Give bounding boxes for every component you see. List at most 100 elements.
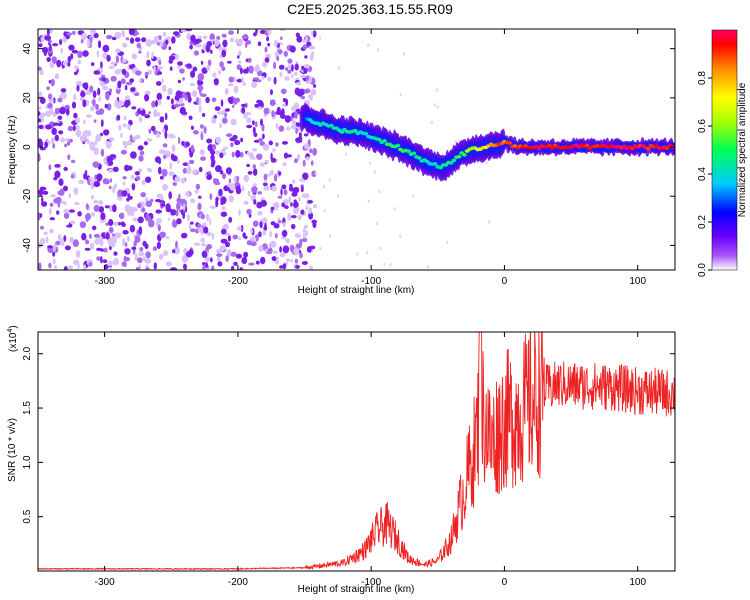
noise-speckle <box>115 48 121 53</box>
noise-speckle <box>131 183 136 191</box>
noise-speckle <box>298 196 301 202</box>
faint-speck <box>373 170 376 174</box>
noise-speckle <box>116 114 121 121</box>
noise-speckle <box>145 251 151 259</box>
noise-speckle <box>79 135 87 142</box>
noise-speckle <box>75 129 82 137</box>
noise-speckle <box>277 195 283 199</box>
noise-speckle <box>118 100 125 107</box>
noise-speckle <box>46 57 51 62</box>
noise-speckle <box>96 256 101 261</box>
track-core <box>550 146 555 150</box>
noise-speckle <box>129 224 136 233</box>
noise-speckle <box>261 76 265 80</box>
noise-speckle <box>246 124 253 129</box>
noise-speckle <box>162 128 166 134</box>
noise-speckle <box>136 42 142 49</box>
noise-speckle <box>64 143 68 148</box>
noise-speckle <box>221 49 227 58</box>
noise-speckle <box>306 246 312 253</box>
noise-speckle <box>200 237 205 243</box>
faint-speck <box>322 184 325 188</box>
noise-speckle <box>223 146 229 150</box>
noise-speckle <box>264 46 268 53</box>
noise-speckle <box>237 38 243 46</box>
noise-speckle <box>282 245 290 254</box>
noise-speckle <box>250 241 257 247</box>
noise-speckle <box>254 121 258 128</box>
noise-speckle <box>177 91 183 95</box>
noise-speckle <box>221 206 226 211</box>
noise-speckle <box>111 36 117 41</box>
noise-speckle <box>77 50 83 59</box>
noise-speckle <box>213 78 219 86</box>
noise-speckle <box>308 45 316 50</box>
noise-speckle <box>108 185 112 190</box>
noise-speckle <box>170 98 174 105</box>
noise-speckle <box>100 61 103 69</box>
noise-speckle <box>41 201 48 207</box>
noise-speckle <box>139 150 145 156</box>
faint-speck <box>376 222 379 226</box>
noise-speckle <box>233 261 238 266</box>
noise-speckle <box>288 186 294 192</box>
noise-speckle <box>176 202 181 211</box>
noise-speckle <box>137 145 144 151</box>
noise-speckle <box>211 232 215 240</box>
noise-speckle <box>272 201 280 209</box>
noise-speckle <box>249 152 254 160</box>
noise-speckle <box>275 257 279 262</box>
noise-speckle <box>73 71 78 76</box>
noise-speckle <box>205 262 208 269</box>
noise-speckle <box>85 239 90 245</box>
noise-speckle <box>270 209 274 214</box>
noise-speckle <box>262 61 268 68</box>
noise-speckle <box>88 262 93 267</box>
noise-speckle <box>57 115 63 121</box>
y-tick-label: 1.5 <box>22 401 33 415</box>
noise-speckle <box>241 35 249 40</box>
noise-speckle <box>68 138 73 143</box>
noise-speckle <box>90 62 95 66</box>
noise-speckle <box>105 140 112 149</box>
noise-speckle <box>255 260 260 265</box>
noise-speckle <box>113 251 118 256</box>
noise-speckle <box>285 154 293 158</box>
noise-speckle <box>108 219 114 226</box>
noise-speckle <box>231 151 235 158</box>
noise-speckle <box>131 53 138 60</box>
noise-speckle <box>206 231 212 236</box>
noise-speckle <box>52 258 56 265</box>
noise-speckle <box>114 31 122 39</box>
noise-speckle <box>38 66 42 71</box>
noise-speckle <box>43 231 48 235</box>
noise-speckle <box>262 182 268 187</box>
noise-speckle <box>63 266 68 270</box>
noise-speckle <box>45 236 49 244</box>
noise-speckle <box>205 213 210 222</box>
noise-speckle <box>183 263 187 270</box>
noise-speckle <box>262 143 270 151</box>
noise-speckle <box>168 55 176 61</box>
faint-speck <box>399 93 402 96</box>
noise-speckle <box>80 91 86 98</box>
noise-speckle <box>187 96 192 103</box>
noise-speckle <box>118 124 122 131</box>
noise-speckle <box>168 191 172 200</box>
y-tick-label: 40 <box>22 43 33 55</box>
noise-speckle <box>175 240 178 249</box>
noise-speckle <box>294 87 301 96</box>
noise-speckle <box>56 59 62 68</box>
noise-speckle <box>263 107 270 115</box>
noise-speckle <box>145 39 152 47</box>
noise-speckle <box>294 233 301 239</box>
noise-speckle <box>243 174 250 183</box>
noise-speckle <box>126 236 130 242</box>
noise-speckle <box>251 186 258 193</box>
noise-speckle <box>159 231 166 238</box>
noise-speckle <box>76 85 80 92</box>
noise-speckle <box>63 185 68 192</box>
noise-speckle <box>282 263 287 270</box>
noise-speckle <box>193 242 201 246</box>
noise-speckle <box>72 239 79 248</box>
